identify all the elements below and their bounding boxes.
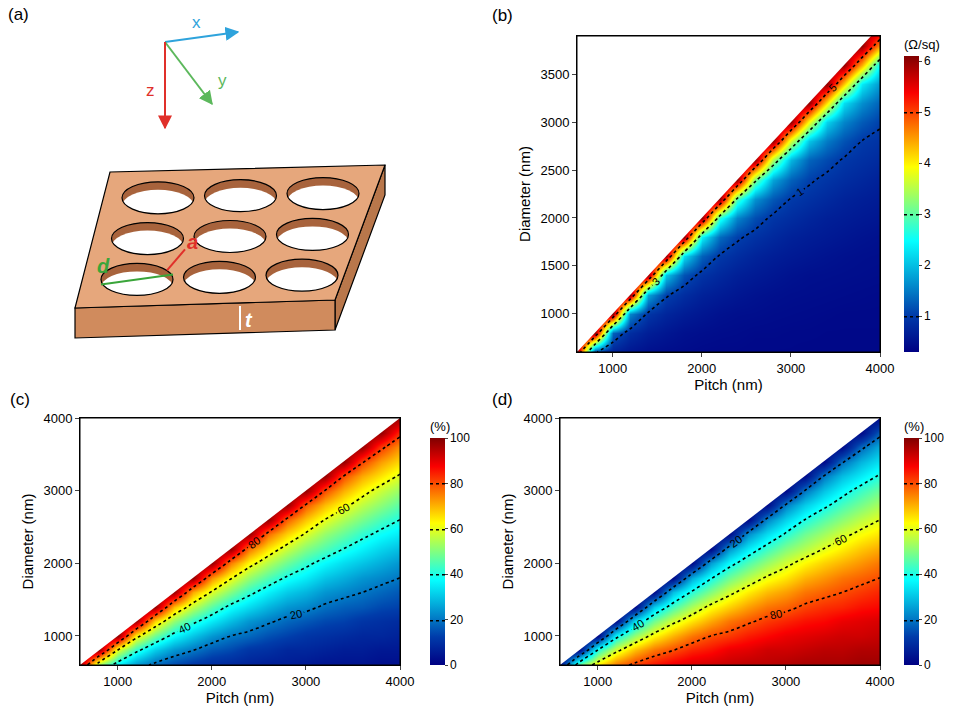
svg-text:3000: 3000 [771,674,800,689]
svg-text:1000: 1000 [523,628,552,643]
svg-text:(Ω/sq): (Ω/sq) [904,37,940,52]
svg-text:Pitch (nm): Pitch (nm) [686,689,754,706]
svg-text:3: 3 [924,207,931,221]
svg-text:y: y [218,71,227,90]
svg-text:Diameter (nm): Diameter (nm) [19,494,36,590]
svg-text:(d): (d) [492,390,513,409]
svg-text:1500: 1500 [540,258,569,273]
svg-text:60: 60 [450,522,464,536]
svg-text:40: 40 [630,617,647,634]
svg-text:1000: 1000 [103,674,132,689]
svg-text:Diameter (nm): Diameter (nm) [499,494,516,590]
svg-text:2000: 2000 [540,210,569,225]
svg-text:80: 80 [246,534,263,551]
svg-text:4000: 4000 [866,361,895,376]
svg-text:4000: 4000 [386,674,415,689]
svg-text:6: 6 [924,54,931,68]
svg-text:100: 100 [924,431,944,445]
svg-text:4000: 4000 [43,411,72,426]
svg-text:0: 0 [924,658,931,672]
svg-text:40: 40 [450,567,464,581]
svg-text:20: 20 [727,533,744,550]
svg-text:5: 5 [924,105,931,119]
svg-text:60: 60 [924,522,938,536]
svg-text:d: d [97,255,110,277]
svg-text:20: 20 [450,613,464,627]
svg-text:1000: 1000 [540,306,569,321]
svg-text:(a): (a) [8,5,29,24]
svg-text:3000: 3000 [291,674,320,689]
svg-text:(c): (c) [10,390,30,409]
svg-text:2000: 2000 [43,556,72,571]
svg-text:2500: 2500 [540,163,569,178]
svg-text:(%): (%) [904,419,924,434]
svg-text:80: 80 [450,477,464,491]
svg-text:2000: 2000 [687,361,716,376]
svg-text:5: 5 [826,81,839,94]
svg-text:40: 40 [924,567,938,581]
svg-text:3000: 3000 [776,361,805,376]
svg-text:4: 4 [924,156,931,170]
svg-text:a: a [187,231,198,253]
svg-text:(b): (b) [492,6,513,25]
svg-text:3000: 3000 [540,115,569,130]
svg-text:3500: 3500 [540,67,569,82]
svg-text:2: 2 [924,258,931,272]
svg-text:3: 3 [649,275,662,288]
svg-text:3000: 3000 [43,483,72,498]
svg-text:1: 1 [794,185,806,198]
svg-text:Pitch (nm): Pitch (nm) [694,376,762,393]
svg-text:20: 20 [924,613,938,627]
svg-text:1: 1 [924,309,931,323]
svg-text:x: x [192,13,201,32]
svg-text:60: 60 [335,501,352,517]
svg-text:Diameter (nm): Diameter (nm) [516,146,533,242]
svg-text:100: 100 [450,431,470,445]
svg-text:1000: 1000 [43,628,72,643]
svg-text:20: 20 [289,607,304,622]
svg-text:4000: 4000 [523,411,552,426]
svg-text:2000: 2000 [677,674,706,689]
svg-text:1000: 1000 [598,361,627,376]
svg-text:Pitch (nm): Pitch (nm) [206,689,274,706]
svg-text:2000: 2000 [197,674,226,689]
svg-text:80: 80 [769,607,784,622]
svg-text:1000: 1000 [583,674,612,689]
svg-text:4000: 4000 [866,674,895,689]
svg-text:60: 60 [833,532,849,548]
svg-text:40: 40 [176,620,192,636]
svg-text:z: z [146,81,155,100]
svg-text:t: t [245,309,253,331]
svg-text:3000: 3000 [523,483,552,498]
svg-text:2000: 2000 [523,556,552,571]
svg-text:80: 80 [924,477,938,491]
svg-text:0: 0 [450,658,457,672]
svg-text:(%): (%) [430,419,450,434]
